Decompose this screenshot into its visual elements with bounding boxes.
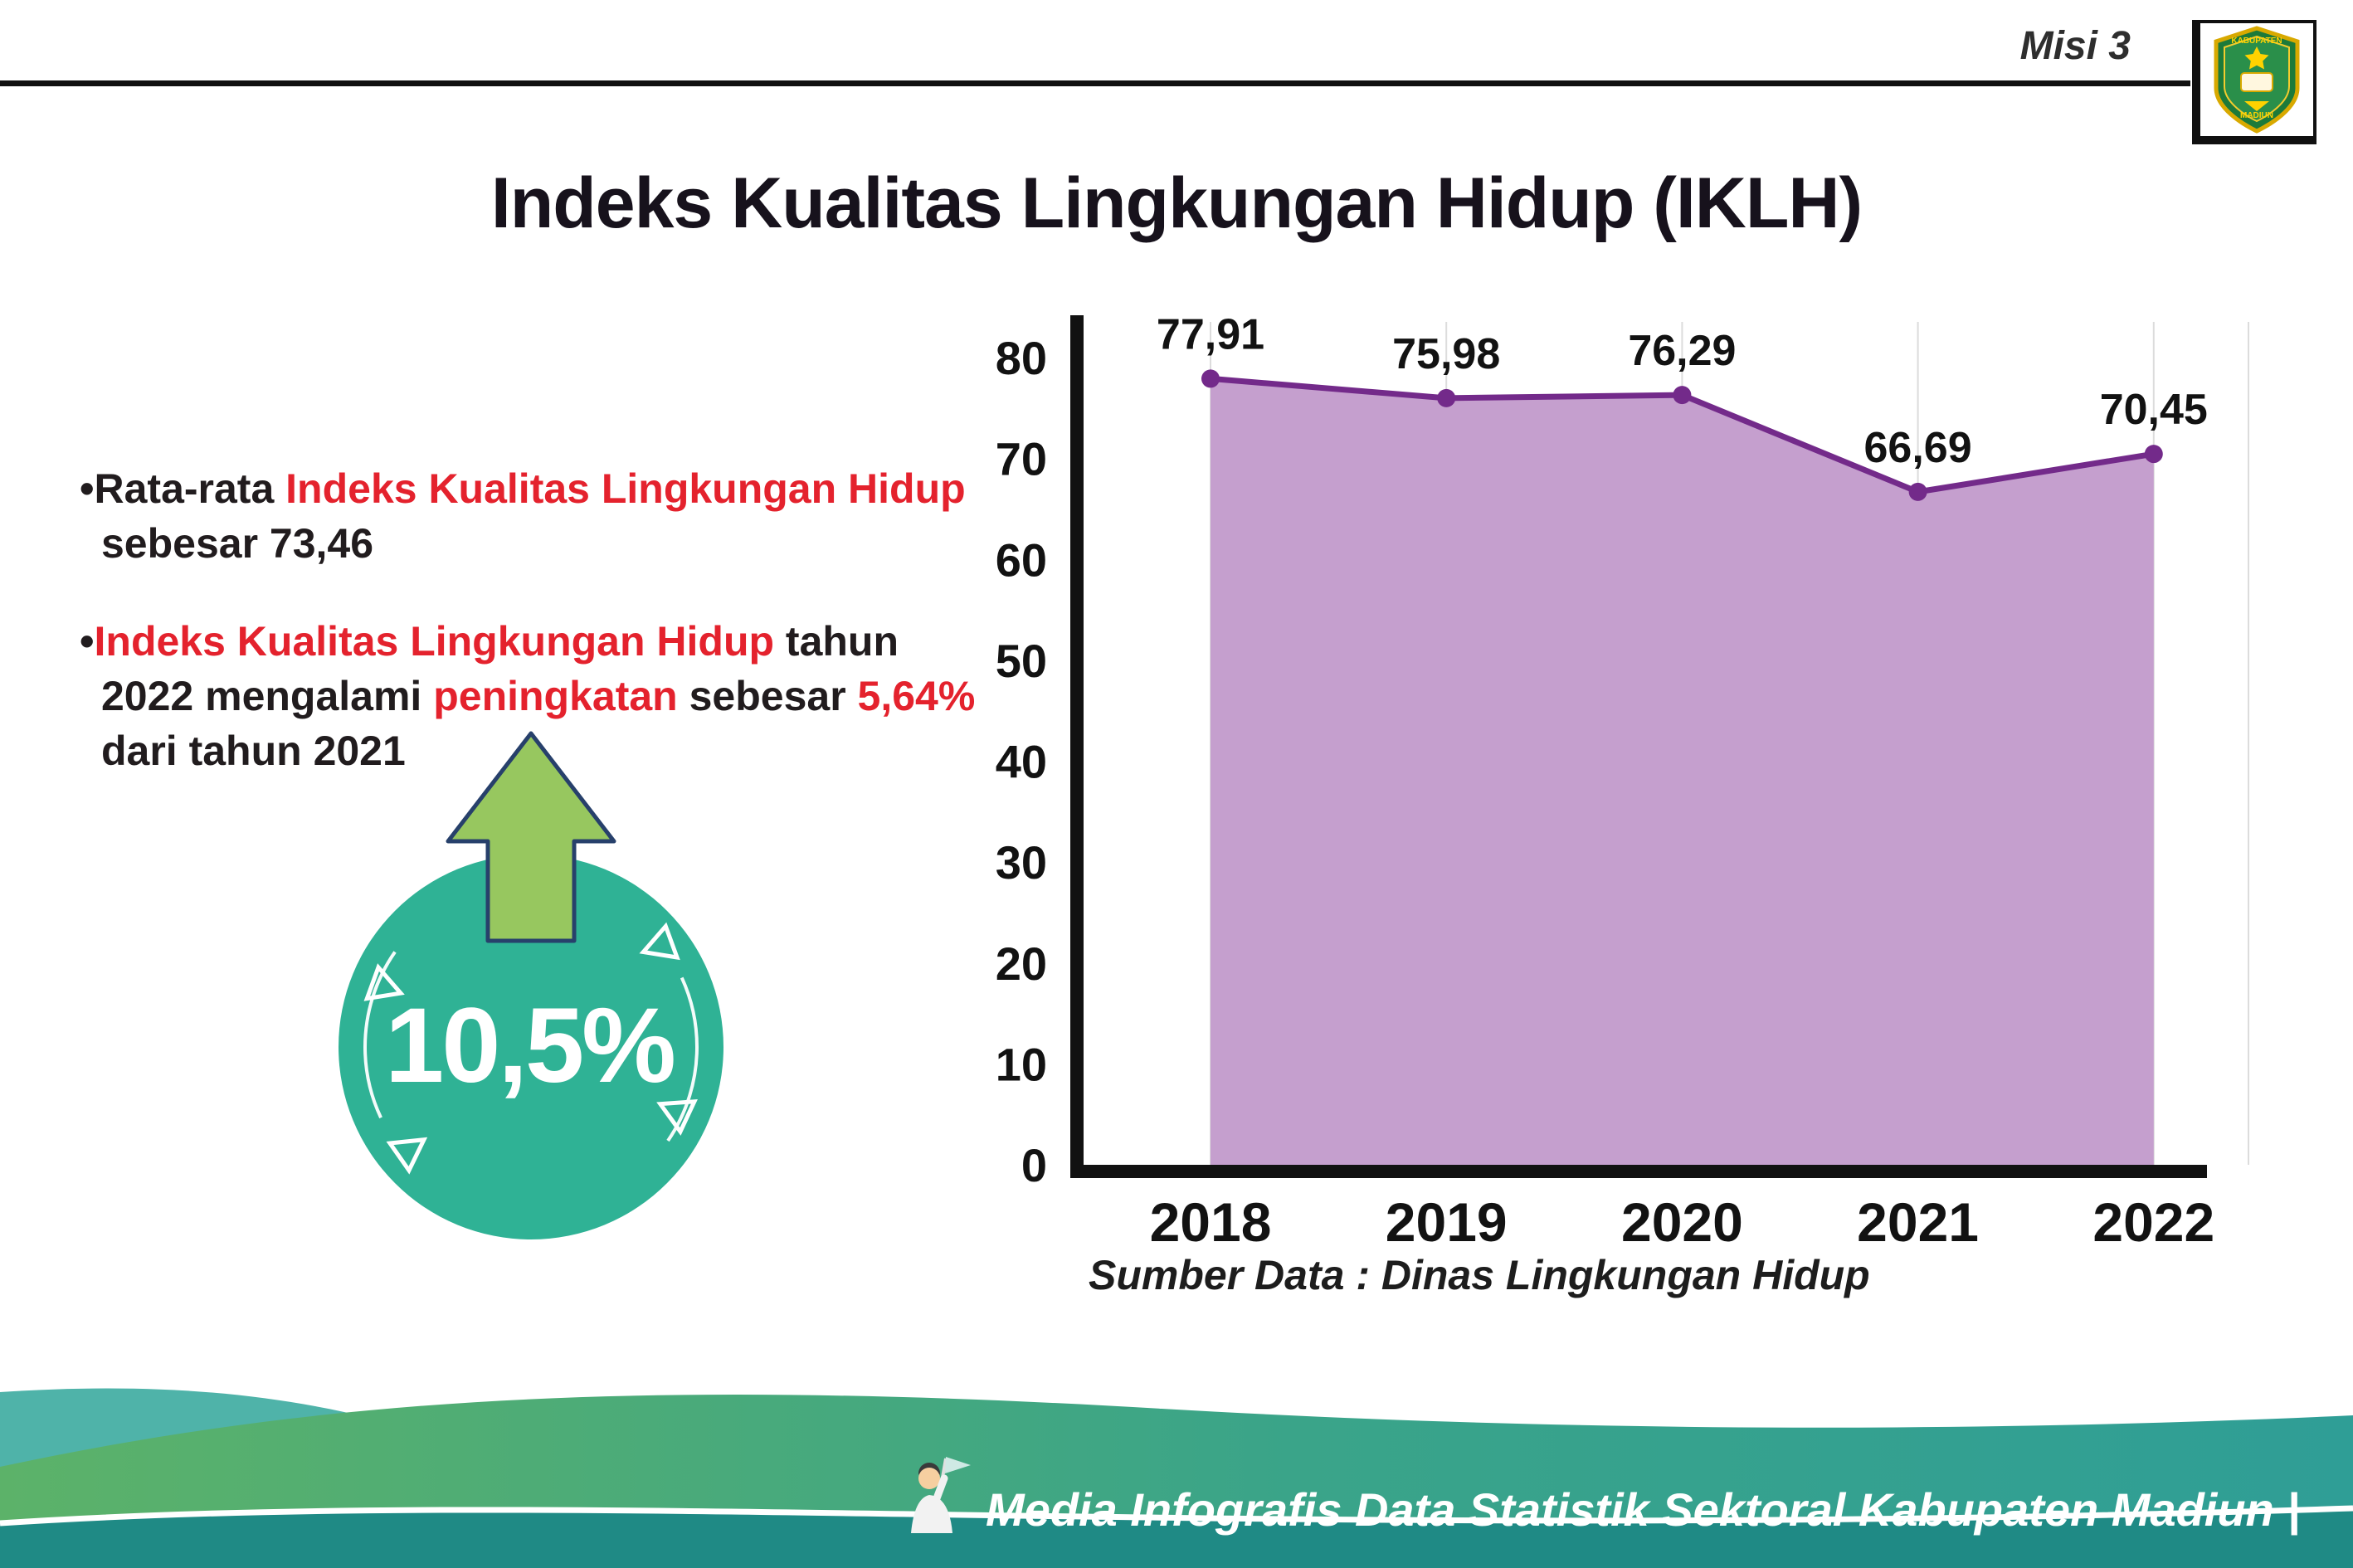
y-tick-label: 60 bbox=[996, 533, 1047, 586]
page-title: Indeks Kualitas Lingkungan Hidup (IKLH) bbox=[490, 163, 1863, 243]
badge-value: 10,5% bbox=[385, 986, 674, 1105]
data-point bbox=[1437, 388, 1456, 407]
area-fill bbox=[1211, 378, 2154, 1165]
y-tick-label: 80 bbox=[996, 332, 1047, 384]
footer-bottom-band bbox=[0, 1508, 2353, 1568]
x-axis bbox=[1070, 1165, 2207, 1178]
value-label: 70,45 bbox=[2100, 386, 2208, 434]
bullet-text-segment: Indeks Kualitas Lingkungan Hidup bbox=[285, 465, 966, 512]
crest-line2: MADIUN bbox=[2240, 111, 2273, 120]
bullet-text-segment: Indeks Kualitas Lingkungan Hidup bbox=[94, 618, 775, 665]
data-point bbox=[2144, 445, 2163, 464]
y-tick-label: 20 bbox=[996, 937, 1047, 990]
bullet-text-segment: sebesar 73,46 bbox=[101, 520, 374, 567]
footer-credit-text: Media Infografis Data Statistik Sektoral… bbox=[986, 1483, 2300, 1536]
x-category-label: 2018 bbox=[1150, 1191, 1272, 1253]
x-category-label: 2022 bbox=[2092, 1191, 2214, 1253]
bullet-item-average: •Rata-rata Indeks Kualitas Lingkungan Hi… bbox=[80, 461, 976, 571]
mascot-icon bbox=[911, 1457, 972, 1533]
increase-badge: 10,5% bbox=[314, 718, 752, 1271]
x-category-label: 2019 bbox=[1386, 1191, 1508, 1253]
value-label: 76,29 bbox=[1628, 327, 1736, 375]
footer-divider-line bbox=[0, 1505, 2353, 1527]
value-label: 75,98 bbox=[1392, 330, 1500, 378]
bullet-text-segment: dari tahun 2021 bbox=[101, 728, 406, 774]
value-label: 66,69 bbox=[1864, 424, 1972, 472]
y-axis bbox=[1070, 315, 1084, 1178]
footer-credit: Media Infografis Data Statistik Sektoral… bbox=[898, 1454, 2300, 1536]
badge-ring bbox=[363, 879, 699, 1215]
data-point bbox=[1908, 482, 1927, 501]
up-arrow-icon bbox=[446, 731, 616, 943]
badge-tick-triangle bbox=[386, 1137, 428, 1175]
y-tick-label: 0 bbox=[1021, 1139, 1047, 1191]
bullet-text-segment: sebesar bbox=[677, 673, 858, 719]
y-tick-label: 50 bbox=[996, 635, 1047, 687]
bullet-text-segment: 5,64% bbox=[857, 673, 976, 719]
bullet-text-segment: Rata-rata bbox=[94, 465, 286, 512]
crest-line1: KABUPATEN bbox=[2231, 37, 2282, 46]
x-category-label: 2020 bbox=[1621, 1191, 1743, 1253]
bullet-marker: • bbox=[80, 618, 95, 665]
bullet-marker: • bbox=[80, 465, 95, 512]
misi-label: Misi 3 bbox=[2019, 24, 2131, 68]
crest-icon: KABUPATEN MADIUN bbox=[2214, 26, 2300, 134]
bullet-text-segment: tahun 2022 mengalami bbox=[101, 618, 899, 719]
bullet-item-increase: •Indeks Kualitas Lingkungan Hidup tahun … bbox=[80, 614, 976, 778]
badge-tick-triangle bbox=[639, 922, 680, 961]
y-tick-label: 70 bbox=[996, 433, 1047, 485]
kabupaten-madiun-logo: KABUPATEN MADIUN bbox=[2192, 20, 2316, 144]
bullet-text-segment: peningkatan bbox=[433, 673, 678, 719]
y-tick-label: 30 bbox=[996, 836, 1047, 889]
chart-area: 77,91 75,98 76,29 66,69 70,45 0 10 20 30 40 50 60 70… bbox=[979, 299, 2353, 1327]
header-rule bbox=[0, 80, 2190, 86]
data-point bbox=[1673, 386, 1692, 405]
y-tick-label: 40 bbox=[996, 736, 1047, 788]
value-label: 77,91 bbox=[1157, 310, 1264, 358]
data-source-caption: Sumber Data : Dinas Lingkungan Hidup bbox=[1089, 1252, 1870, 1298]
increase-badge-graphic: 10,5% bbox=[339, 731, 723, 1239]
y-tick-label: 10 bbox=[996, 1038, 1047, 1090]
badge-tick-triangle bbox=[656, 1098, 698, 1136]
bullet-list: •Rata-rata Indeks Kualitas Lingkungan Hi… bbox=[80, 461, 976, 821]
data-point bbox=[1201, 369, 1220, 388]
iklh-chart: 77,91 75,98 76,29 66,69 70,45 0 10 20 30 40 50 60 70… bbox=[996, 310, 2249, 1253]
badge-tick-triangle bbox=[363, 963, 405, 1001]
footer-wave bbox=[0, 1388, 2353, 1568]
x-category-label: 2021 bbox=[1857, 1191, 1979, 1253]
badge-circle bbox=[339, 855, 723, 1239]
